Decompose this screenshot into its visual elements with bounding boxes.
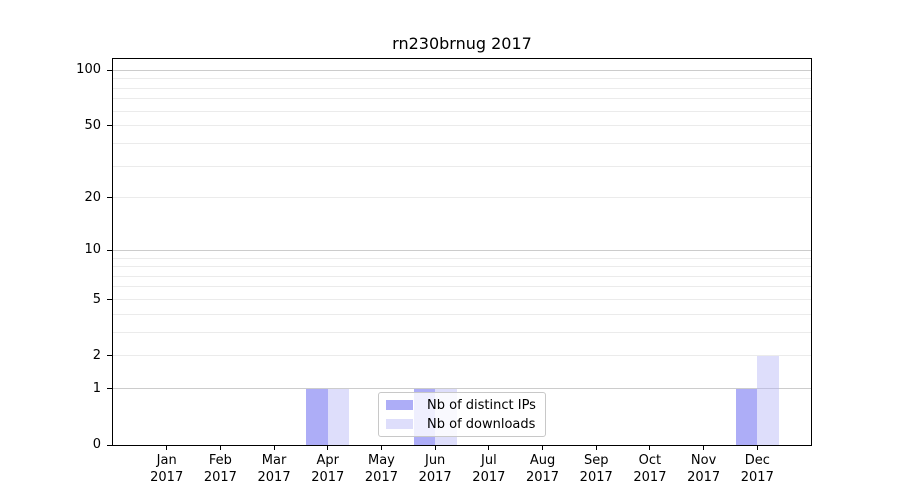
x-tick-month: Mar: [261, 453, 287, 468]
x-tick-month: Aug: [529, 453, 556, 468]
y-tick-mark: [107, 444, 112, 446]
y-tick-mark: [107, 388, 112, 390]
minor-gridline: [113, 313, 811, 315]
y-tick-mark: [107, 125, 112, 127]
y-tick-label: 1: [92, 380, 101, 396]
x-tick-mark: [434, 446, 436, 450]
bar: [327, 388, 350, 445]
x-tick-mark: [649, 446, 651, 450]
x-tick-mark: [488, 446, 490, 450]
chart-title: rn230brnug 2017: [392, 34, 532, 53]
minor-gridline: [113, 257, 811, 259]
x-tick-label: Mar 2017: [244, 452, 304, 486]
bar: [757, 355, 779, 445]
y-tick-mark: [107, 69, 112, 71]
x-tick-label: Sep 2017: [566, 452, 626, 486]
x-tick-month: Jan: [156, 453, 177, 468]
major-gridline: [113, 388, 811, 390]
x-tick-month: May: [368, 453, 395, 468]
legend: Nb of distinct IPs Nb of downloads: [378, 392, 546, 437]
legend-item: Nb of distinct IPs: [385, 396, 539, 415]
x-tick-year: 2017: [687, 470, 721, 485]
minor-gridline: [113, 98, 811, 100]
minor-gridline: [113, 299, 811, 300]
legend-label: Nb of downloads: [427, 416, 536, 432]
x-tick-mark: [273, 446, 275, 450]
y-tick-mark: [107, 299, 112, 300]
x-tick-year: 2017: [364, 470, 398, 485]
minor-gridline: [113, 286, 811, 288]
x-tick-label: Apr 2017: [298, 452, 358, 486]
minor-gridline: [113, 125, 811, 127]
x-tick-mark: [327, 446, 329, 450]
y-tick-label: 10: [84, 242, 101, 258]
x-tick-year: 2017: [418, 470, 452, 485]
y-tick-mark: [107, 197, 112, 199]
x-tick-mark: [219, 446, 221, 450]
minor-gridline: [113, 197, 811, 199]
bar: [735, 388, 758, 445]
legend-swatch: [386, 400, 413, 410]
x-tick-label: Jun 2017: [405, 452, 465, 486]
x-tick-mark: [595, 446, 597, 450]
y-tick-label: 20: [84, 189, 101, 205]
y-tick-mark: [107, 249, 112, 251]
x-tick-month: Nov: [690, 453, 717, 468]
x-tick-mark: [756, 446, 758, 450]
x-tick-label: Dec 2017: [727, 452, 787, 486]
x-tick-year: 2017: [472, 470, 506, 485]
x-tick-year: 2017: [203, 470, 237, 485]
x-tick-year: 2017: [150, 470, 184, 485]
y-tick-label: 2: [92, 347, 101, 363]
minor-gridline: [113, 165, 811, 167]
x-tick-month: Jul: [481, 453, 497, 468]
x-tick-mark: [542, 446, 544, 450]
x-tick-label: Aug 2017: [513, 452, 573, 486]
minor-gridline: [113, 331, 811, 333]
x-tick-label: Nov 2017: [674, 452, 734, 486]
x-tick-year: 2017: [579, 470, 613, 485]
x-tick-month: Jun: [424, 453, 446, 468]
x-tick-label: May 2017: [351, 452, 411, 486]
x-tick-month: Feb: [208, 453, 232, 468]
x-tick-label: Jul 2017: [459, 452, 519, 486]
major-gridline: [113, 69, 811, 71]
x-tick-year: 2017: [257, 470, 291, 485]
legend-swatch: [386, 419, 413, 429]
major-gridline: [113, 249, 811, 251]
x-tick-label: Jan 2017: [137, 452, 197, 486]
minor-gridline: [113, 142, 811, 144]
x-tick-year: 2017: [740, 470, 774, 485]
minor-gridline: [113, 266, 811, 268]
x-tick-month: Sep: [583, 453, 609, 468]
x-tick-month: Dec: [744, 453, 770, 468]
bar: [306, 388, 328, 445]
x-tick-mark: [703, 446, 705, 450]
x-tick-year: 2017: [525, 470, 560, 485]
x-tick-mark: [166, 446, 168, 450]
minor-gridline: [113, 275, 811, 277]
plot-area: [112, 58, 812, 446]
minor-gridline: [113, 87, 811, 89]
x-tick-year: 2017: [311, 470, 345, 485]
y-tick-label: 5: [92, 291, 101, 307]
y-tick-label: 50: [84, 117, 101, 133]
y-tick-label: 0: [92, 437, 101, 452]
x-tick-month: Oct: [638, 453, 662, 468]
x-tick-year: 2017: [633, 470, 667, 485]
y-tick-mark: [107, 355, 112, 357]
legend-label: Nb of distinct IPs: [427, 397, 536, 413]
x-tick-month: Apr: [316, 453, 340, 468]
minor-gridline: [113, 110, 811, 112]
y-tick-label: 100: [76, 62, 101, 78]
minor-gridline: [113, 355, 811, 357]
x-tick-mark: [380, 446, 382, 450]
x-tick-label: Feb 2017: [190, 452, 250, 486]
minor-gridline: [113, 78, 811, 80]
x-tick-label: Oct 2017: [620, 452, 680, 486]
legend-item: Nb of downloads: [385, 415, 539, 434]
